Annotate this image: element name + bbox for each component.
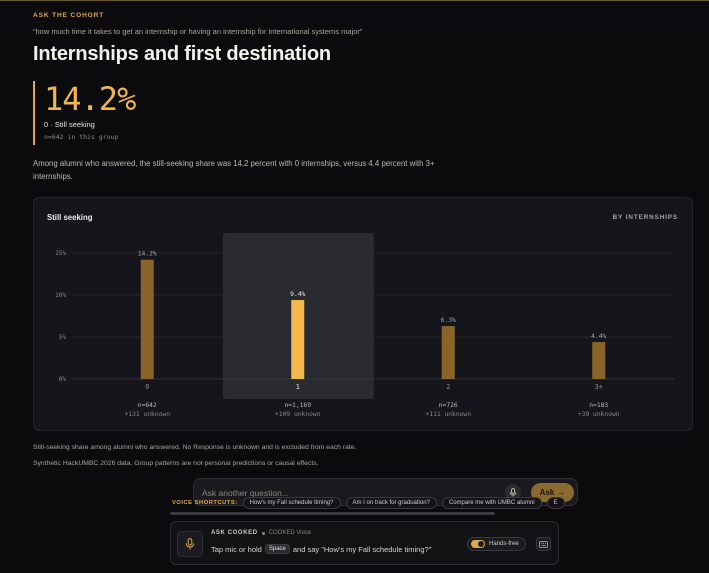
y-tick-label: 5% [59, 334, 67, 341]
y-tick-label: 0% [59, 376, 67, 383]
separator-dot [261, 531, 265, 535]
stat-value: 14.2% [44, 80, 136, 118]
unknown-count-label: +111 unknown [426, 411, 472, 418]
voice-shortcuts: VOICE SHORTCUTS: How's my Fall schedule … [172, 496, 567, 510]
voice-mic-button[interactable] [177, 531, 203, 557]
footnote-disclaimer: Synthetic HackUMBC 2026 data. Group patt… [33, 460, 319, 467]
bar [291, 300, 305, 379]
microphone-icon [509, 487, 517, 496]
top-rule [0, 0, 709, 1]
keyboard-icon [539, 540, 548, 548]
bar-value-label: 9.4% [290, 291, 305, 298]
sample-size-label: n=642 [138, 402, 157, 409]
bar-value-label: 14.2% [138, 251, 157, 258]
chart-grouping-tag: BY INTERNSHIPS [612, 214, 678, 221]
space-key: Space [264, 544, 290, 554]
arrow-right-icon: → [557, 488, 566, 497]
hands-free-toggle[interactable]: Hands-free [467, 537, 526, 551]
y-tick-label: 15% [55, 250, 66, 257]
shortcut-chip[interactable]: Am I on track for graduation? [345, 497, 437, 509]
ask-submit-button[interactable]: Ask → [531, 483, 574, 502]
voice-assistant-subtitle: COOKED Voice [268, 530, 312, 536]
voice-prompt-before: Tap mic or hold [211, 544, 262, 554]
ask-mic-button[interactable] [505, 484, 521, 500]
toggle-switch [471, 540, 485, 548]
question-quote: “how much time it takes to get an intern… [33, 27, 363, 36]
sample-size-label: n=726 [439, 402, 458, 409]
shortcuts-scrollbar[interactable] [170, 512, 495, 515]
sample-size-label: n=183 [589, 402, 608, 409]
bar-value-label: 6.3% [441, 317, 456, 324]
microphone-icon [185, 538, 195, 550]
unknown-count-label: +131 unknown [125, 411, 171, 418]
hands-free-label: Hands-free [489, 541, 519, 547]
stat-label: 0 · Still seeking [44, 120, 95, 129]
x-tick-label: 0 [145, 383, 149, 391]
shortcuts-label: VOICE SHORTCUTS: [172, 500, 238, 506]
chart-card: Still seeking BY INTERNSHIPS 0% 5% 10% 15% 1… [33, 197, 693, 431]
y-tick-label: 10% [55, 292, 66, 299]
chart-title: Still seeking [47, 213, 93, 222]
unknown-count-label: +109 unknown [275, 411, 321, 418]
shortcut-chip[interactable]: E [546, 497, 565, 509]
voice-panel: ASK COOKED COOKED Voice Tap mic or hold … [170, 521, 559, 565]
shortcut-chip[interactable]: How's my Fall schedule timing? [242, 497, 341, 509]
ask-button-label: Ask [539, 488, 555, 497]
sample-size-label: n=1,169 [284, 402, 311, 409]
voice-assistant-name: ASK COOKED [211, 530, 258, 536]
x-tick-label: 2 [446, 383, 450, 391]
bar-value-label: 4.4% [591, 333, 606, 340]
x-tick-label: 1 [296, 383, 300, 391]
voice-header: ASK COOKED COOKED Voice [211, 530, 311, 536]
keyboard-button[interactable] [536, 537, 551, 551]
page-title: Internships and first destination [33, 43, 331, 65]
bar [140, 259, 154, 379]
footnote-definition: Still-seeking share among alumni who ans… [33, 444, 357, 451]
voice-prompt-after: and say "How's my Fall schedule timing?" [292, 544, 432, 554]
stat-sample-size: n=642 in this group [44, 133, 119, 141]
bar [592, 342, 606, 379]
eyebrow-label: ASK THE COHORT [33, 12, 105, 19]
summary-text: Among alumni who answered, the still-see… [33, 159, 435, 181]
x-tick-label: 3+ [595, 383, 603, 391]
shortcut-chip[interactable]: Compare me with UMBC alumni [441, 497, 542, 509]
voice-instructions: Tap mic or hold Space and say "How's my … [211, 544, 431, 554]
bar-chart: 0% 5% 10% 15% 14.2% 0 n=642 +131 unknown 9.4% 1 n=… [55, 233, 674, 418]
bar [441, 326, 455, 379]
unknown-count-label: +39 unknown [578, 411, 620, 418]
headline-stat: 14.2% 0 · Still seeking n=642 in this gr… [33, 80, 136, 145]
